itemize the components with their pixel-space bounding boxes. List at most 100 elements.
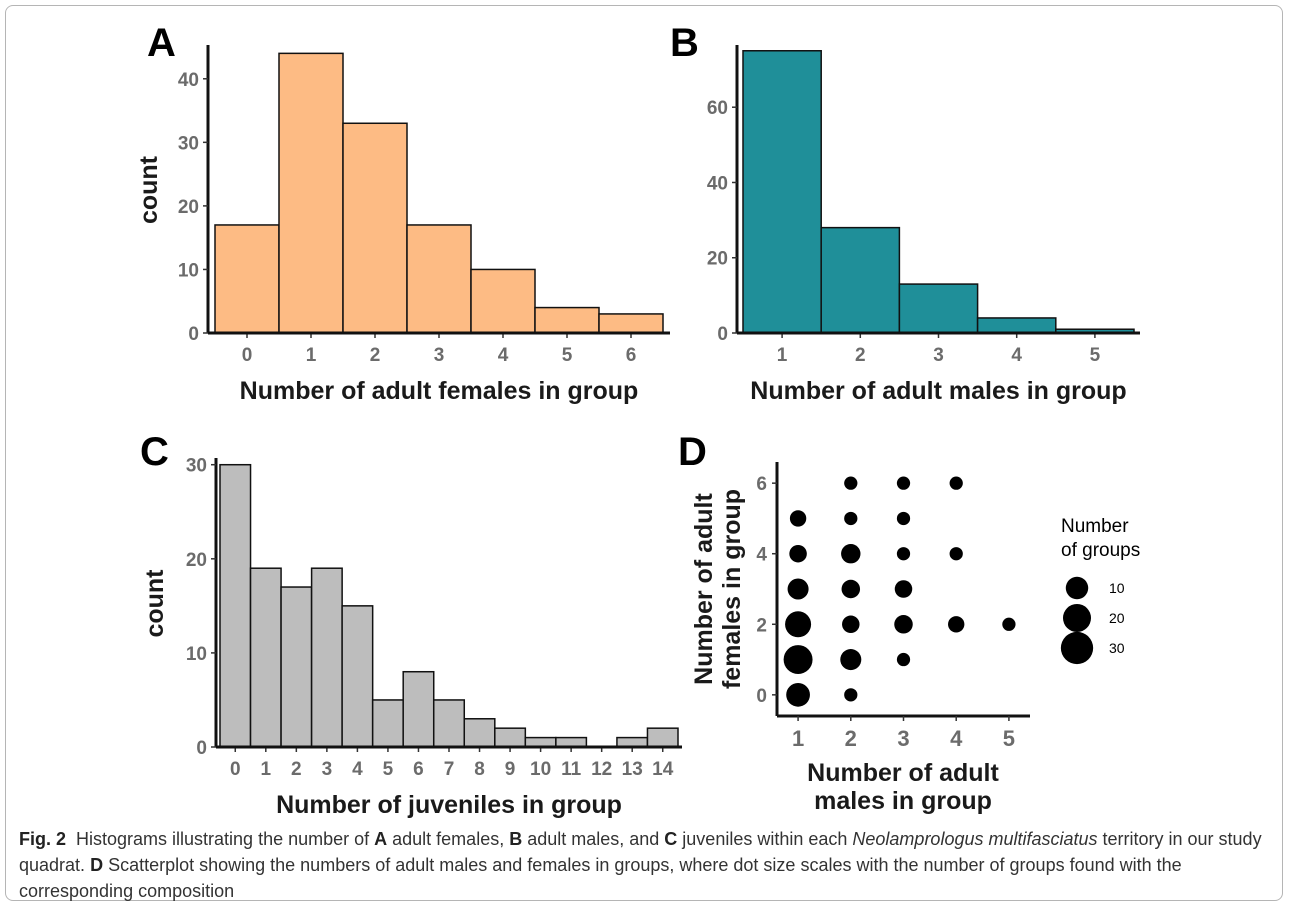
bar-2 <box>280 586 313 748</box>
x-axis-title-line1: Number of adult <box>807 759 999 787</box>
x-tick-label: 2 <box>291 759 302 780</box>
x-tick-label: 1 <box>777 345 788 366</box>
caption-part: Neolamprologus multifasciatus <box>852 829 1098 849</box>
x-tick-label: 4 <box>1011 345 1022 366</box>
bar-4 <box>976 317 1057 334</box>
bar-4 <box>470 268 536 334</box>
point-m1-f1 <box>783 645 813 675</box>
y-tick-label: 60 <box>707 98 728 119</box>
x-tick-label: 6 <box>626 345 637 366</box>
y-tick-label: 10 <box>178 260 199 281</box>
x-tick-label: 9 <box>505 759 516 780</box>
bar-9 <box>494 727 527 748</box>
y-tick-label: 20 <box>178 197 199 218</box>
point-m3-f2 <box>894 615 913 634</box>
bar-7 <box>432 699 466 748</box>
point-m2-f6 <box>844 476 858 490</box>
point-m3-f4 <box>896 547 911 561</box>
legend-label: 10 <box>1109 580 1125 596</box>
point-m2-f4 <box>841 544 861 564</box>
panel-label-c: C <box>140 430 169 474</box>
x-tick-label: 3 <box>434 345 445 366</box>
point-m4-f6 <box>949 476 963 490</box>
point-m1-f5 <box>789 510 807 527</box>
legend-dot-20 <box>1062 603 1092 633</box>
x-axis-title: Number of adult females in group <box>240 377 639 405</box>
panel-label-b: B <box>670 21 699 65</box>
bar-6 <box>598 313 664 334</box>
bar-3 <box>406 224 472 334</box>
y-axis-title-line2: females in group <box>718 489 746 689</box>
bar-1 <box>278 52 344 334</box>
legend-dot-30 <box>1060 631 1094 665</box>
y-tick-label: 40 <box>707 173 728 194</box>
caption-part: adult females, <box>387 829 510 849</box>
x-tick-label: 5 <box>1090 345 1101 366</box>
caption-part: adult males, and <box>522 829 665 849</box>
y-axis-title-line1: Number of adult <box>690 492 718 684</box>
x-tick-label: 13 <box>622 759 643 780</box>
x-tick-label: 2 <box>370 345 381 366</box>
bar-0 <box>214 224 280 334</box>
bar-3 <box>310 567 343 748</box>
bar-1 <box>742 50 822 334</box>
bar-0 <box>219 463 252 748</box>
x-tick-label: 5 <box>383 759 394 780</box>
x-axis-title-line2: males in group <box>814 787 992 815</box>
panel-a-histogram: 0 1 2 3 4 5 6 0 10 20 30 40 Number of adult females … <box>135 45 670 405</box>
caption-part: C <box>664 829 678 849</box>
x-tick-label: 14 <box>652 759 674 780</box>
x-tick-label: 1 <box>261 759 272 780</box>
point-m3-f5 <box>896 511 911 526</box>
bar-1 <box>249 567 282 748</box>
y-tick-label: 4 <box>756 545 767 566</box>
legend-title-line1: Number <box>1061 516 1129 537</box>
x-tick-label: 3 <box>322 759 333 780</box>
caption-part: D <box>90 855 104 875</box>
y-tick-label: 40 <box>178 70 199 91</box>
caption-part: A <box>374 829 388 849</box>
x-tick-label: 7 <box>444 759 455 780</box>
x-tick-label: 2 <box>845 726 857 751</box>
x-tick-label: 5 <box>1003 726 1015 751</box>
x-tick-label: 0 <box>230 759 241 780</box>
x-tick-label: 3 <box>897 726 909 751</box>
x-tick-label: 10 <box>530 759 551 780</box>
y-tick-label: 0 <box>717 324 728 345</box>
point-m3-f6 <box>896 476 911 490</box>
y-tick-label: 30 <box>186 456 207 477</box>
bar-5 <box>534 306 600 334</box>
y-tick-label: 0 <box>188 324 199 345</box>
bar-8 <box>463 718 496 748</box>
y-tick-label: 30 <box>178 133 199 154</box>
x-tick-label: 2 <box>855 345 866 366</box>
x-tick-label: 1 <box>792 726 804 751</box>
x-tick-label: 4 <box>498 345 509 366</box>
y-tick-label: 2 <box>756 615 767 636</box>
point-m1-f0 <box>786 682 810 707</box>
caption-part: Histograms illustrating the number of <box>76 829 375 849</box>
x-tick-label: 4 <box>352 759 363 780</box>
caption-part: juveniles within each <box>677 829 853 849</box>
caption-part: Scatterplot showing the numbers of adult… <box>19 855 1182 901</box>
y-tick-label: 0 <box>196 738 207 759</box>
bar-5 <box>371 699 404 748</box>
point-m2-f2 <box>842 615 860 634</box>
point-m1-f2 <box>785 611 812 638</box>
caption-text: Histograms illustrating the number of A … <box>19 829 1262 901</box>
y-tick-label: 0 <box>756 686 767 707</box>
y-axis-title: count <box>141 569 169 638</box>
y-tick-label: 20 <box>186 550 207 571</box>
bar-4 <box>341 605 374 748</box>
legend-label: 30 <box>1109 640 1125 656</box>
x-tick-label: 12 <box>591 759 612 780</box>
figure-caption: Fig. 2 Histograms illustrating the number… <box>19 826 1269 904</box>
bar-3 <box>898 283 979 334</box>
x-tick-label: 11 <box>561 759 582 780</box>
x-tick-label: 5 <box>562 345 573 366</box>
point-m3-f1 <box>896 652 911 667</box>
legend-label: 20 <box>1109 610 1125 626</box>
panel-b-histogram: 1 2 3 4 5 0 20 40 60 Number of adult males in gro… <box>707 45 1140 405</box>
